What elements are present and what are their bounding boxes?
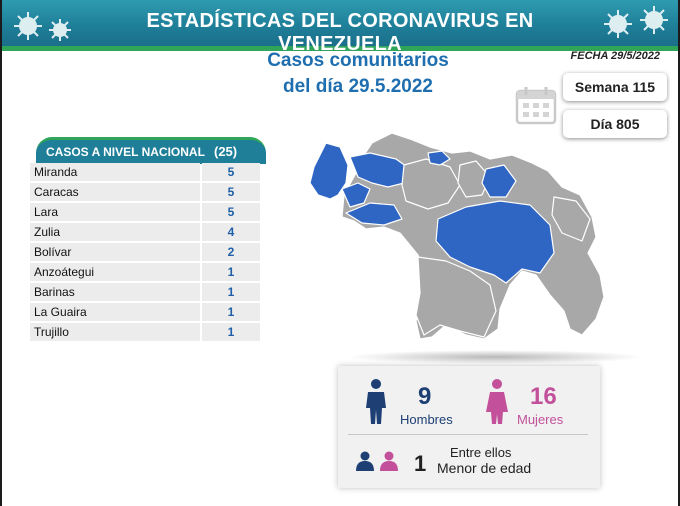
calendar-icon	[515, 87, 557, 125]
minors-intro: Entre ellos	[450, 445, 512, 460]
venezuela-map	[309, 132, 605, 340]
women-count: 16	[530, 383, 557, 410]
week-badge: Semana 115	[563, 73, 667, 101]
table-row: Miranda 5	[30, 163, 266, 183]
table-row: Trujillo 1	[30, 323, 266, 343]
women-label: Mujeres	[517, 412, 564, 427]
cases-table: Miranda 5 Caracas 5 Lara 5 Zulia 4 Bolívar 2 …	[30, 163, 266, 343]
panel-shadow	[345, 350, 645, 364]
subtitle-line-1: Casos comunitarios	[267, 50, 449, 71]
map-region-zulia	[309, 142, 349, 200]
men-count: 9	[418, 383, 432, 410]
state-name: Bolívar	[30, 243, 200, 261]
woman-icon	[486, 379, 508, 424]
state-name: Miranda	[30, 163, 200, 181]
header-accent-strip	[2, 46, 678, 51]
subtitle: Casos comunitarios del día 29.5.2022	[258, 48, 458, 100]
table-row: La Guaira 1	[30, 303, 266, 323]
header-banner	[2, 0, 678, 46]
map-region-anzoategui	[481, 164, 517, 198]
state-name: Barinas	[30, 283, 200, 301]
case-count: 1	[202, 263, 260, 281]
map-region-barinas	[345, 202, 403, 226]
state-name: Lara	[30, 203, 200, 221]
case-count: 5	[202, 203, 260, 221]
map-region-bolivar	[435, 200, 555, 284]
case-count: 1	[202, 303, 260, 321]
frame-border-left	[0, 0, 2, 506]
men-label: Hombres	[400, 412, 453, 427]
frame-border-right	[678, 0, 680, 506]
case-count: 1	[202, 283, 260, 301]
date-label: FECHA 29/5/2022	[570, 50, 660, 62]
state-name: Anzoátegui	[30, 263, 200, 281]
map-region-miranda	[427, 150, 451, 166]
map-region	[415, 256, 497, 338]
table-row: Barinas 1	[30, 283, 266, 303]
virus-icon	[604, 6, 668, 38]
table-header: CASOS A NIVEL NACIONAL (25)	[36, 137, 266, 164]
virus-icon	[14, 12, 71, 41]
case-count: 1	[202, 323, 260, 341]
minors-count: 1	[414, 451, 427, 476]
map-region	[457, 160, 491, 198]
table-total: (25)	[214, 144, 238, 159]
case-count: 2	[202, 243, 260, 261]
state-name: La Guaira	[30, 303, 200, 321]
panel-divider	[348, 434, 588, 435]
case-count: 5	[202, 183, 260, 201]
table-row: Caracas 5	[30, 183, 266, 203]
table-row: Zulia 4	[30, 223, 266, 243]
table-row: Bolívar 2	[30, 243, 266, 263]
map-region	[551, 196, 591, 242]
table-title: CASOS A NIVEL NACIONAL	[46, 145, 205, 159]
minors-label: Menor de edad	[437, 460, 532, 476]
table-row: Lara 5	[30, 203, 266, 223]
day-badge: Día 805	[563, 110, 667, 138]
case-count: 4	[202, 223, 260, 241]
state-name: Trujillo	[30, 323, 200, 341]
table-row: Anzoátegui 1	[30, 263, 266, 283]
map-region-trujillo	[341, 182, 371, 208]
state-name: Zulia	[30, 223, 200, 241]
page-title: ESTADÍSTICAS DEL CORONAVIRUS EN VENEZUEL…	[146, 10, 534, 55]
case-count: 5	[202, 163, 260, 181]
man-icon	[366, 379, 386, 424]
minors-icon	[356, 451, 398, 471]
subtitle-line-2: del día 29.5.2022	[283, 76, 433, 97]
state-name: Caracas	[30, 183, 200, 201]
